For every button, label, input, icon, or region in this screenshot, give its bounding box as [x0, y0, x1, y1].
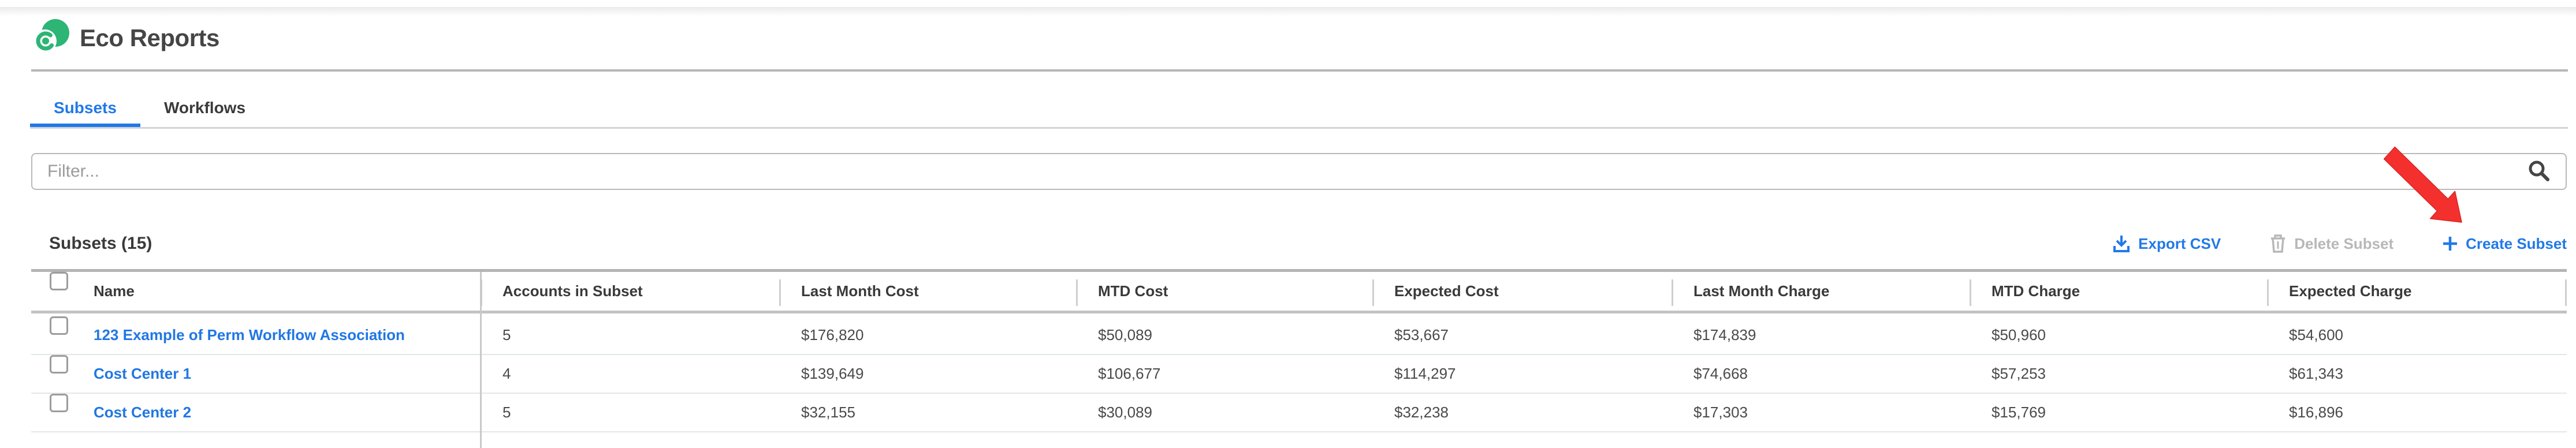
name-cell: 123 Example of Perm Workflow Association: [31, 316, 481, 354]
active-tab-underline: [30, 124, 140, 128]
select-all-checkbox[interactable]: [50, 272, 68, 290]
table-header-row: Name Accounts in Subset Last Month Cost …: [31, 272, 2567, 313]
export-csv-button[interactable]: Export CSV: [2113, 234, 2221, 253]
expected-charge-cell: $61,343: [2289, 365, 2343, 382]
create-subset-button[interactable]: Create Subset: [2443, 235, 2567, 253]
create-subset-label: Create Subset: [2466, 234, 2567, 252]
top-window-shadow: [0, 7, 2576, 16]
mtd-charge-cell: $50,960: [1991, 326, 2046, 344]
page-title: Eco Reports: [80, 24, 219, 51]
row-checkbox[interactable]: [50, 316, 68, 335]
subset-link[interactable]: 123 Example of Perm Workflow Association: [94, 326, 405, 344]
expected-charge-cell: $16,896: [2289, 404, 2343, 421]
last-month-cost-cell: $32,155: [801, 404, 855, 421]
accounts-cell: 5: [502, 404, 511, 421]
delete-subset-button[interactable]: Delete Subset: [2270, 234, 2393, 253]
tab-subsets[interactable]: Subsets: [54, 99, 117, 117]
accounts-cell: 4: [502, 365, 511, 382]
last-month-cost-cell: $139,649: [801, 365, 864, 382]
last-month-charge-cell: $17,303: [1693, 404, 1748, 421]
expected-charge-cell: $54,600: [2289, 326, 2343, 344]
name-cell: Cost Center 2: [31, 394, 481, 431]
column-header-accounts[interactable]: Accounts in Subset: [481, 272, 779, 311]
row-checkbox[interactable]: [50, 355, 68, 374]
accounts-cell: 5: [502, 326, 511, 344]
mtd-cost-cell: $50,089: [1098, 326, 1152, 344]
column-header-mtd-cost[interactable]: MTD Cost: [1076, 272, 1372, 311]
mtd-cost-cell: $106,677: [1098, 365, 1161, 382]
name-cell: Cost Center 1: [31, 355, 481, 393]
column-header-expected-charge[interactable]: Expected Charge: [2267, 272, 2567, 311]
name-column-divider: [480, 272, 482, 448]
column-header-expected-cost[interactable]: Expected Cost: [1372, 272, 1672, 311]
delete-subset-label: Delete Subset: [2294, 234, 2394, 252]
filter-box: [31, 153, 2567, 190]
table-row: 123 Example of Perm Workflow Association…: [31, 316, 2567, 355]
mtd-charge-cell: $57,253: [1991, 365, 2046, 382]
search-icon[interactable]: [2526, 159, 2552, 184]
last-month-charge-cell: $174,839: [1693, 326, 1756, 344]
subsets-table: Name Accounts in Subset Last Month Cost …: [31, 269, 2567, 448]
toolbar: Export CSV Delete Subset Create Subset: [2113, 230, 2567, 257]
column-header-mtd-charge[interactable]: MTD Charge: [1970, 272, 2267, 311]
tab-workflows[interactable]: Workflows: [163, 99, 246, 117]
column-header-last-month-cost[interactable]: Last Month Cost: [779, 272, 1076, 311]
header-divider: [31, 69, 2568, 72]
tabs-bottom-border: [30, 127, 2568, 129]
mtd-charge-cell: $15,769: [1991, 404, 2046, 421]
header-cell-name: Name: [31, 272, 481, 311]
table-row: Cost Center 2 5 $32,155 $30,089 $32,238 …: [31, 394, 2567, 432]
last-month-cost-cell: $176,820: [801, 326, 864, 344]
subset-link[interactable]: Cost Center 2: [94, 404, 192, 421]
plus-icon: [2443, 237, 2458, 251]
mtd-cost-cell: $30,089: [1098, 404, 1152, 421]
column-header-name[interactable]: Name: [94, 282, 135, 300]
subset-link[interactable]: Cost Center 1: [94, 365, 192, 382]
last-month-charge-cell: $74,668: [1693, 365, 1748, 382]
expected-cost-cell: $32,238: [1394, 404, 1449, 421]
subsets-count-heading: Subsets (15): [49, 234, 152, 253]
expected-cost-cell: $114,297: [1394, 365, 1456, 382]
eco-reports-logo-icon: [33, 19, 69, 53]
export-csv-label: Export CSV: [2138, 234, 2221, 252]
column-header-last-month-charge[interactable]: Last Month Charge: [1672, 272, 1970, 311]
row-checkbox[interactable]: [50, 394, 68, 412]
table-top-border: [31, 269, 2567, 272]
expected-cost-cell: $53,667: [1394, 326, 1449, 344]
table-row: Cost Center 1 4 $139,649 $106,677 $114,2…: [31, 355, 2567, 394]
table-body: 123 Example of Perm Workflow Association…: [31, 316, 2567, 432]
trash-icon: [2271, 234, 2285, 253]
red-arrow-annotation: [2383, 146, 2462, 223]
filter-input[interactable]: [32, 154, 2526, 189]
download-icon: [2113, 236, 2130, 252]
